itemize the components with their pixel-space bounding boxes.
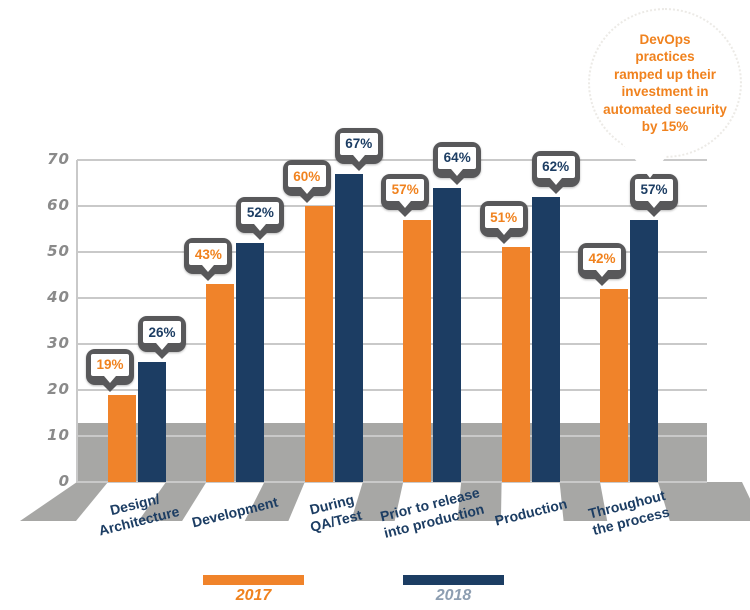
value-label-tail-border	[397, 208, 414, 217]
floor-shadow	[244, 482, 305, 521]
value-label-text: 57%	[635, 178, 673, 201]
value-label-text: 67%	[339, 132, 378, 155]
bar-2018-throughout-the-process	[630, 219, 658, 482]
value-label-tail	[156, 343, 168, 351]
value-label-text: 57%	[386, 178, 425, 201]
value-label-2017-development: 43%	[184, 238, 233, 282]
bar-2018-design-architecture	[138, 362, 166, 482]
y-axis-tick-label: 70	[47, 150, 70, 168]
value-label-tail-border	[102, 383, 118, 392]
annotation-line: DevOps	[639, 31, 691, 47]
value-label-tail	[596, 269, 608, 277]
value-label-text: 64%	[438, 146, 477, 169]
value-label-2017-production: 51%	[479, 201, 528, 245]
annotation-line: investment in	[621, 84, 709, 99]
y-axis-tick-label: 30	[47, 334, 70, 352]
floor-shadow	[20, 482, 108, 521]
value-label-tail	[300, 187, 313, 194]
y-axis-tick-label: 20	[47, 380, 70, 398]
floor-shadow	[138, 482, 207, 521]
value-label-2017-during-qa-test: 60%	[282, 160, 331, 203]
value-label-tail-border	[594, 277, 610, 286]
value-label-tail	[549, 177, 562, 185]
annotation-line: automated security	[603, 101, 727, 117]
annotation-line: ramped up their	[613, 66, 716, 82]
value-label-tail	[648, 200, 660, 208]
value-label-tail	[399, 200, 412, 208]
bar-2017-prior-to-release-into-production	[403, 219, 432, 482]
value-label-text: 42%	[583, 247, 621, 270]
value-label-tail-border	[252, 231, 269, 240]
value-label-text: 52%	[241, 201, 280, 224]
value-label-tail-border	[298, 195, 315, 203]
value-label-2018-prior-to-release-into-production: 64%	[433, 141, 482, 185]
value-label-tail	[202, 265, 215, 273]
floor-shadow	[658, 482, 750, 521]
y-axis-tick-label: 0	[58, 472, 70, 490]
floor-shadow	[351, 482, 404, 521]
value-label-text: 62%	[536, 155, 575, 178]
bar-2017-during-qa-test	[304, 206, 333, 482]
value-label-2017-design-architecture: 19%	[86, 348, 134, 392]
y-axis-tick-label: 50	[47, 242, 70, 260]
value-label-tail	[352, 154, 365, 162]
bar-2018-production	[531, 196, 560, 482]
value-label-2017-throughout-the-process: 42%	[578, 242, 626, 286]
value-label-2018-during-qa-test: 67%	[334, 127, 383, 171]
value-label-text: 43%	[189, 243, 228, 266]
value-label-tail-border	[154, 351, 170, 360]
value-label-text: 51%	[484, 206, 523, 229]
value-label-tail-border	[646, 208, 662, 217]
annotation-bubble: DevOps practices ramped up their investm…	[588, 8, 742, 158]
legend-label-2018: 2018	[435, 587, 472, 604]
bar-2017-development	[206, 284, 235, 482]
legend-label-2017: 2017	[235, 587, 272, 604]
floor-shadow	[457, 482, 502, 521]
value-label-tail	[497, 228, 510, 236]
value-label-2018-design-architecture: 26%	[138, 316, 186, 360]
value-label-2017-prior-to-release-into-production: 57%	[381, 173, 430, 217]
y-axis-tick-label: 10	[47, 426, 70, 444]
value-label-text: 19%	[91, 353, 129, 376]
bar-2018-prior-to-release-into-production	[433, 187, 462, 482]
value-label-tail-border	[350, 162, 367, 171]
value-label-tail	[104, 375, 116, 383]
value-label-tail-border	[449, 176, 466, 185]
value-label-2018-throughout-the-process: 57%	[630, 173, 678, 217]
value-label-tail	[451, 168, 464, 176]
value-label-tail-border	[200, 273, 217, 282]
annotation-line: by 15%	[641, 119, 689, 134]
y-axis-tick-label: 40	[47, 288, 70, 306]
value-label-tail	[254, 223, 267, 231]
bar-2017-throughout-the-process	[600, 288, 628, 482]
floor-shadow	[559, 482, 608, 521]
legend-swatch-2017	[203, 575, 304, 585]
value-label-tail-border	[547, 185, 564, 194]
annotation-line: practices	[635, 49, 695, 64]
value-label-text: 60%	[287, 165, 326, 187]
bar-2017-design-architecture	[108, 394, 136, 482]
legend-swatch-2018	[403, 575, 504, 585]
value-label-2018-production: 62%	[531, 150, 580, 194]
bar-2017-production	[501, 247, 530, 482]
value-label-tail-border	[495, 236, 512, 245]
value-label-2018-development: 52%	[236, 196, 285, 240]
bar-2018-during-qa-test	[334, 173, 363, 482]
value-label-text: 26%	[143, 321, 181, 344]
y-axis-tick-label: 60	[47, 196, 70, 214]
bar-2018-development	[236, 242, 265, 482]
annotation-bubble-tail	[622, 143, 674, 178]
